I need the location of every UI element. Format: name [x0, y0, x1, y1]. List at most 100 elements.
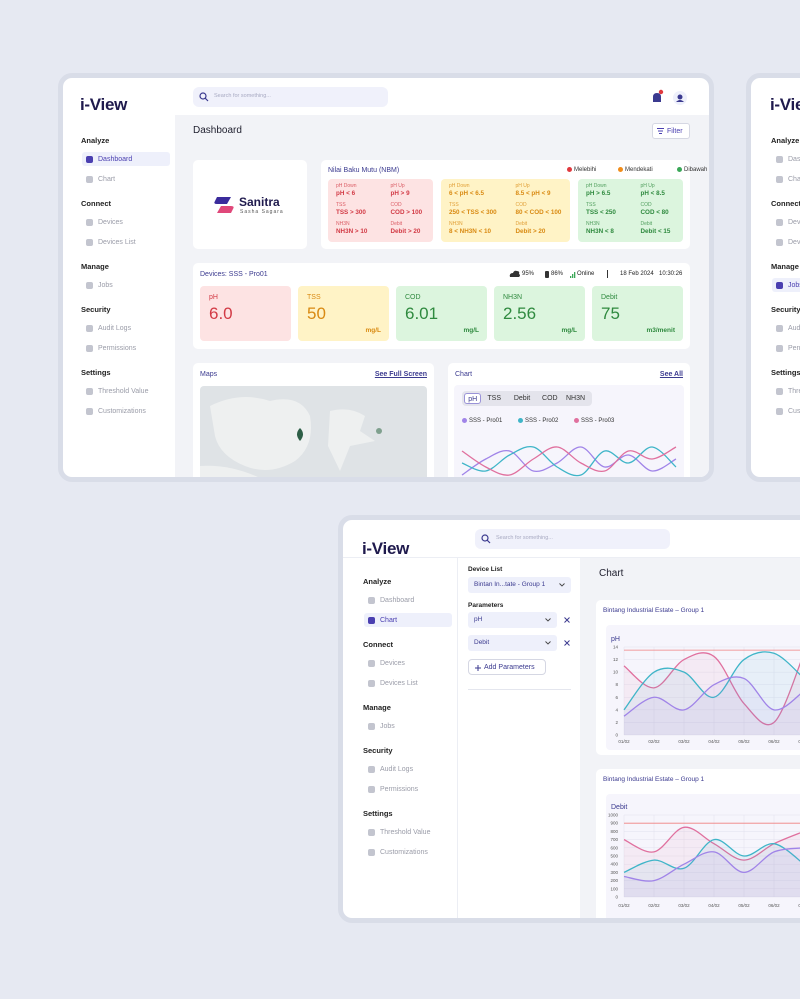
chevron-icon: [545, 641, 551, 645]
nbm-param: COD: [640, 202, 652, 208]
nav-item[interactable]: Jobs: [364, 719, 452, 733]
search-box[interactable]: Search for something...: [475, 529, 670, 549]
nav-item[interactable]: Devices List: [82, 235, 170, 249]
chart-plot-bg: [606, 625, 800, 750]
legend-label: Mendekati: [625, 167, 653, 173]
nav-item[interactable]: Threshold Value: [82, 384, 170, 398]
x-tick-label: 05/02: [738, 903, 750, 908]
maps-link[interactable]: See Full Screen: [374, 371, 427, 378]
nbm-threshold: pH > 9: [390, 190, 410, 197]
y-tick-label: 8: [615, 682, 618, 687]
nav-item[interactable]: Customizations: [772, 404, 800, 418]
parameters-label: Parameters: [468, 602, 504, 609]
nav-item[interactable]: Dashboard: [82, 152, 170, 166]
nbm-group: pH Down 6 < pH < 6.5 pH Up 8.5 < pH < 9 TSS 2…: [441, 179, 570, 242]
y-tick-label: 12: [613, 657, 619, 662]
nbm-threshold: 8 < NH3N < 10: [449, 228, 492, 235]
metric-label: Debit: [601, 294, 618, 301]
page-title: Dashboard: [193, 125, 242, 136]
chart-tab[interactable]: Debit: [513, 395, 531, 402]
page-title: Chart: [599, 568, 624, 579]
parameter-dropdown[interactable]: pH: [468, 612, 557, 628]
sidebar-section-title: Analyze: [771, 136, 800, 145]
search-glass: [481, 534, 489, 542]
nav-item[interactable]: Jobs: [772, 278, 800, 292]
device-dropdown[interactable]: Bintan In...tate - Group 1: [468, 577, 571, 593]
chart-tab[interactable]: NH3N: [565, 395, 586, 402]
nav-item[interactable]: Audit Logs: [82, 321, 170, 335]
nav-icon: [776, 175, 783, 183]
nbm-title: Nilai Baku Mutu (NBM): [328, 167, 400, 174]
parameter-value: Debit: [474, 639, 490, 646]
nav-item[interactable]: Permissions: [772, 341, 800, 355]
remove-icon[interactable]: [564, 617, 570, 623]
line-chart: 0 2 4 6 8 10 12 14 01/02 02/02 03/02 04/02 05/02 06/0…: [613, 645, 800, 744]
remove-icon[interactable]: [564, 640, 570, 646]
nbm-param: COD: [515, 202, 527, 208]
nav-icon: [368, 848, 375, 856]
nbm-threshold: pH < 6: [336, 190, 356, 197]
nav-item[interactable]: Customizations: [82, 404, 170, 418]
nav-item[interactable]: Devices: [82, 215, 170, 229]
nav-item[interactable]: Audit Logs: [772, 321, 800, 335]
sidebar-section-title: Settings: [81, 368, 111, 377]
logo: i-View: [80, 95, 128, 114]
metric-tile: pH 6.0: [200, 286, 291, 341]
y-tick-label: 10: [613, 670, 619, 675]
device-title: Devices: SSS - Pro01: [200, 271, 268, 278]
metric-tile: TSS 50 mg/L: [298, 286, 389, 341]
nav-item[interactable]: Devices: [772, 215, 800, 229]
chart-tab[interactable]: pH: [464, 393, 482, 404]
legend-dot: [567, 167, 572, 172]
nav-icon: [368, 722, 375, 730]
jobs-window: i-View Analyze Dashboard Chart Connect Device…: [746, 73, 800, 482]
status-icons: [509, 270, 576, 278]
maps-title: Maps: [200, 371, 218, 378]
nav-item[interactable]: Dashboard: [364, 593, 452, 607]
legend-label: Dibawah: [684, 167, 708, 173]
add-parameters-button[interactable]: Add Parameters: [468, 659, 546, 675]
nav-item[interactable]: Permissions: [364, 782, 452, 796]
metric-tile: COD 6.01 mg/L: [396, 286, 487, 341]
nav-item[interactable]: Threshold Value: [772, 384, 800, 398]
nav-item[interactable]: Permissions: [82, 341, 170, 355]
legend-dot: [618, 167, 623, 172]
nav-item[interactable]: Chart: [772, 172, 800, 186]
series-line: [461, 446, 677, 476]
nav-item[interactable]: Jobs: [82, 278, 170, 292]
status-divider: [607, 270, 608, 278]
brand-mark-bottom: [217, 206, 234, 213]
panel-divider: [468, 689, 571, 690]
y-tick-label: 2: [615, 720, 618, 725]
parameter-dropdown[interactable]: Debit: [468, 635, 557, 651]
series-area: [624, 839, 800, 897]
nav-item[interactable]: Dashboard: [772, 152, 800, 166]
filter-button[interactable]: Filter: [652, 123, 690, 139]
parameter-value: pH: [474, 616, 483, 623]
nav-item[interactable]: Devices List: [364, 676, 452, 690]
nav-icon: [776, 218, 783, 226]
series-area: [624, 827, 800, 897]
chevron: [545, 641, 551, 645]
sidebar-section-title: Security: [81, 305, 111, 314]
chart-tab[interactable]: TSS: [487, 395, 501, 402]
nav-item[interactable]: Audit Logs: [364, 762, 452, 776]
nav-item[interactable]: Chart: [82, 172, 170, 186]
nav-label: Devices List: [98, 238, 136, 246]
y-tick-label: 100: [610, 886, 618, 891]
nav-label: Customizations: [380, 848, 428, 856]
logo: i-View: [362, 539, 410, 558]
search-box[interactable]: Search for something...: [193, 87, 388, 107]
chart-link[interactable]: See All: [659, 371, 683, 378]
nav-item[interactable]: Threshold Value: [364, 825, 452, 839]
nbm-threshold: TSS > 300: [336, 209, 366, 216]
nav-item[interactable]: Chart: [364, 613, 452, 627]
nav-item[interactable]: Customizations: [364, 845, 452, 859]
nav-label: Threshold Value: [788, 387, 800, 395]
nav-item[interactable]: Devices: [364, 656, 452, 670]
chart-tab[interactable]: COD: [542, 395, 558, 402]
nav-item[interactable]: Devices List: [772, 235, 800, 249]
nbm-param: COD: [390, 202, 402, 208]
search-icon: [199, 92, 209, 102]
x-tick-label: 07/02: [798, 739, 800, 744]
